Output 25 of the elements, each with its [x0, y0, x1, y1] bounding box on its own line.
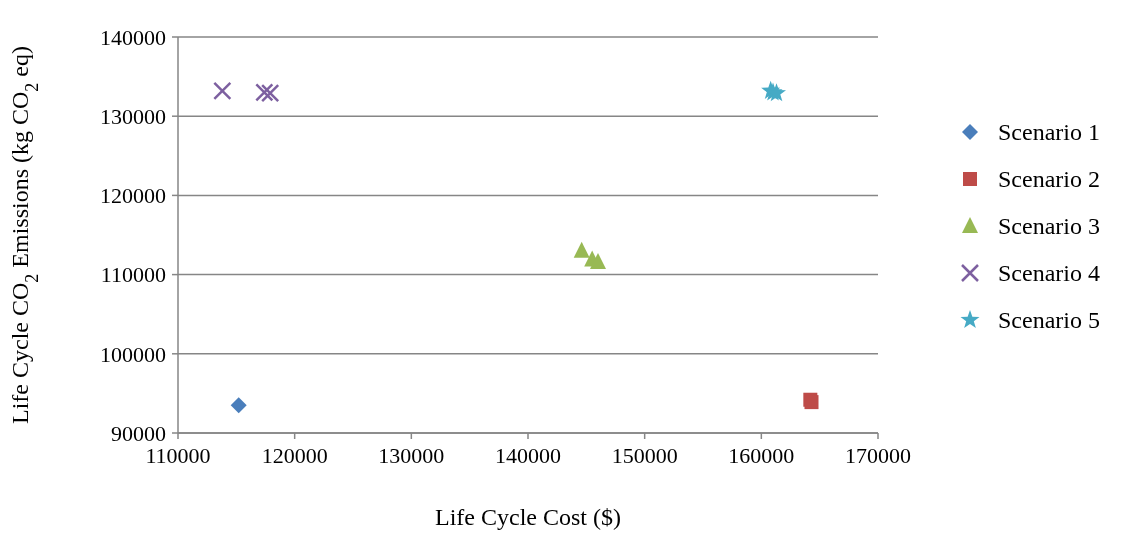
y-tick-label: 100000 — [100, 341, 166, 367]
y-tick-label: 90000 — [111, 420, 166, 446]
x-tick-label: 160000 — [728, 443, 795, 468]
legend-label: Scenario 2 — [998, 166, 1100, 192]
point — [255, 83, 274, 102]
point — [230, 397, 247, 414]
point — [590, 252, 606, 269]
point — [213, 81, 232, 101]
y-tick-label: 140000 — [100, 24, 166, 50]
legend-label: Scenario 4 — [998, 260, 1100, 286]
legend-label: Scenario 3 — [998, 213, 1100, 239]
y-tick-label: 110000 — [100, 262, 166, 288]
x-axis-title: Life Cycle Cost ($) — [435, 504, 621, 530]
point — [260, 83, 280, 103]
x-tick-label: 150000 — [611, 443, 678, 468]
x-tick-label: 120000 — [261, 443, 328, 468]
legend-label: Scenario 1 — [998, 119, 1100, 145]
legend-label: Scenario 5 — [998, 307, 1100, 333]
x-tick-label: 130000 — [378, 443, 445, 468]
x-tick-label: 140000 — [495, 443, 561, 468]
y-tick-label: 120000 — [100, 183, 166, 209]
point — [573, 241, 590, 258]
y-tick-label: 130000 — [100, 103, 166, 129]
x-tick-label: 170000 — [845, 443, 911, 468]
x-tick-label: 110000 — [145, 443, 211, 468]
